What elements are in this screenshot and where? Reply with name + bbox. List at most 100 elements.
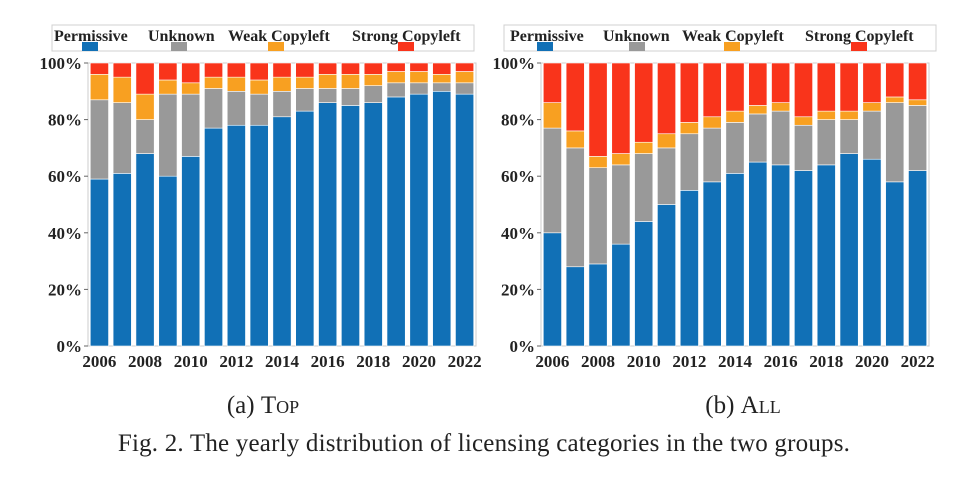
bar-segment-weak-copyleft-2020: [409, 71, 429, 84]
bar-segment-permissive-2017: [794, 170, 813, 347]
bar-segment-weak-copyleft-2021: [885, 96, 905, 103]
bar-segment-permissive-2012: [679, 190, 699, 347]
y-tick-label: 100%: [493, 54, 536, 73]
bar-segment-strong-copyleft-2016: [771, 62, 791, 103]
bar-segment-weak-copyleft-2007: [112, 76, 132, 103]
bar-segment-weak-copyleft-2008: [588, 156, 608, 169]
bar-segment-permissive-2007: [112, 173, 132, 347]
bar-segment-permissive-2014: [272, 116, 292, 347]
bar-segment-permissive-2018: [363, 102, 383, 347]
x-tick-label: 2018: [356, 352, 390, 371]
bar-segment-weak-copyleft-2008: [135, 93, 155, 120]
y-tick-label: 0%: [57, 337, 83, 356]
bar-segment-unknown-2010: [181, 93, 201, 157]
bar-segment-unknown-2021: [885, 102, 905, 183]
bar-segment-strong-copyleft-2007: [565, 62, 585, 132]
bar-segment-weak-copyleft-2011: [657, 133, 676, 149]
x-tick-label: 2006: [535, 352, 569, 371]
bar-segment-weak-copyleft-2017: [341, 74, 360, 89]
subcaption-all: (b) All: [593, 392, 893, 420]
legend-label-permissive: Permissive: [510, 28, 584, 45]
bar-segment-strong-copyleft-2009: [158, 62, 178, 81]
bar-segment-unknown-2014: [725, 122, 745, 174]
x-tick-label: 2022: [448, 352, 482, 371]
bar-segment-unknown-2012: [226, 91, 246, 126]
bar-segment-unknown-2022: [455, 82, 475, 95]
legend-swatch-strong-copyleft: [398, 42, 414, 51]
x-tick-label: 2018: [809, 352, 843, 371]
bar-segment-weak-copyleft-2009: [158, 79, 178, 95]
bar-segment-unknown-2006: [542, 127, 562, 234]
bar-segment-permissive-2022: [908, 170, 928, 347]
bar-segment-weak-copyleft-2017: [794, 116, 813, 126]
figure-caption: Fig. 2. The yearly distribution of licen…: [117, 430, 851, 457]
bar-segment-permissive-2010: [181, 156, 201, 347]
chart-panel-all: 0% 20% 40% 60% 80% 100% 2006 2008 2010 2012 2014 20…: [484, 0, 968, 380]
bar-segment-unknown-2013: [702, 127, 722, 183]
bar-segment-unknown-2022: [908, 105, 928, 171]
bar-segment-weak-copyleft-2006: [542, 102, 562, 129]
bar-segment-permissive-2006: [89, 178, 109, 347]
x-tick-label: 2010: [174, 352, 208, 371]
bar-segment-permissive-2022: [455, 93, 475, 347]
legend-label-unknown: Unknown: [603, 28, 670, 45]
bar-segment-strong-copyleft-2007: [112, 62, 132, 78]
bar-segment-permissive-2016: [318, 102, 338, 347]
bar-segment-unknown-2015: [295, 88, 315, 112]
bar-segment-unknown-2020: [862, 110, 882, 160]
bar-segment-weak-copyleft-2007: [565, 130, 585, 149]
bar-segment-strong-copyleft-2006: [89, 62, 109, 75]
legend-swatch-weak-copyleft: [268, 42, 284, 51]
bar-segment-permissive-2018: [816, 164, 836, 347]
bar-segment-unknown-2014: [272, 91, 292, 118]
y-tick-label: 80%: [501, 111, 535, 130]
chart-panel-top: 0% 20% 40% 60% 80% 100% 2006 2008 2010 2012 2014 20…: [0, 0, 484, 380]
bar-segment-weak-copyleft-2022: [908, 99, 928, 106]
bar-segment-unknown-2008: [135, 119, 155, 154]
bar-segment-strong-copyleft-2010: [181, 62, 201, 84]
bar-segment-weak-copyleft-2009: [611, 153, 631, 166]
legend-label-strong-copyleft: Strong Copyleft: [352, 28, 461, 45]
bar-segment-unknown-2008: [588, 167, 608, 265]
bar-segment-weak-copyleft-2019: [839, 110, 859, 120]
subcaption-top-prefix: (a): [226, 392, 255, 419]
y-tick-label: 20%: [501, 280, 535, 299]
bar-segment-permissive-2013: [702, 181, 722, 347]
bar-segment-weak-copyleft-2020: [862, 102, 882, 112]
bar-segment-strong-copyleft-2013: [702, 62, 722, 118]
bar-segment-weak-copyleft-2010: [634, 141, 654, 154]
bar-segment-unknown-2018: [363, 85, 383, 103]
y-tick-label: 20%: [48, 280, 82, 299]
y-tick-label: 100%: [40, 54, 83, 73]
bar-segment-unknown-2011: [657, 147, 676, 205]
bar-segment-permissive-2006: [542, 232, 562, 347]
bar-segment-permissive-2021: [432, 91, 452, 347]
bar-segment-permissive-2009: [158, 175, 178, 347]
x-tick-label: 2016: [764, 352, 798, 371]
bar-segment-strong-copyleft-2017: [341, 62, 360, 75]
legend-swatch-unknown: [171, 42, 187, 51]
x-tick-label: 2006: [82, 352, 116, 371]
bar-segment-weak-copyleft-2013: [249, 79, 269, 95]
bar-segment-strong-copyleft-2017: [794, 62, 813, 118]
bar-segment-weak-copyleft-2014: [725, 110, 745, 123]
legend-label-weak-copyleft: Weak Copyleft: [682, 28, 784, 45]
bar-segment-weak-copyleft-2011: [204, 76, 223, 89]
x-tick-label: 2012: [219, 352, 253, 371]
legend-label-unknown: Unknown: [148, 28, 215, 45]
bar-segment-unknown-2015: [748, 113, 768, 163]
bar-segment-strong-copyleft-2010: [634, 62, 654, 143]
bar-segment-unknown-2006: [89, 99, 109, 180]
bar-segment-permissive-2017: [341, 105, 360, 347]
bar-segment-permissive-2011: [657, 204, 676, 347]
bar-segment-weak-copyleft-2013: [702, 116, 722, 129]
x-tick-label: 2014: [718, 352, 753, 371]
y-tick-label: 40%: [48, 224, 82, 243]
bar-segment-permissive-2007: [565, 266, 585, 347]
subcaption-all-prefix: (b): [705, 392, 735, 419]
bar-segment-strong-copyleft-2006: [542, 62, 562, 103]
y-tick-label: 40%: [501, 224, 535, 243]
bar-segment-strong-copyleft-2022: [455, 62, 475, 72]
bar-segment-unknown-2018: [816, 119, 836, 166]
legend-swatch-permissive: [537, 42, 553, 51]
